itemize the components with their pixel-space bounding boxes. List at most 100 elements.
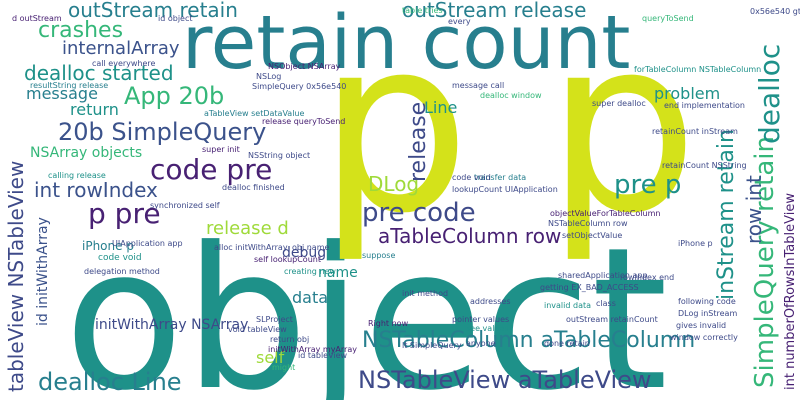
word: dealloc finished: [222, 183, 285, 192]
word: int numberOfRowsInTableView: [783, 193, 798, 390]
word: object: [64, 206, 668, 400]
word: code void: [98, 253, 142, 263]
word: outStream release: [402, 0, 587, 22]
word: getting EX_BAD_ACCESS: [540, 283, 639, 292]
word: retain count: [182, 0, 631, 86]
word: p: [318, 0, 471, 266]
word: iPhone p: [678, 239, 713, 248]
word: obj name: [292, 243, 330, 252]
word: lookupCount UIApplication: [452, 185, 558, 194]
word: tableView NSTableView: [4, 160, 28, 392]
word: pre code: [362, 198, 476, 228]
word: suppose: [362, 251, 396, 260]
word: invalid data: [544, 301, 592, 310]
word: NSString object: [248, 151, 311, 160]
word: SLProject: [256, 315, 293, 324]
word: pre p: [614, 170, 682, 200]
word: p: [546, 0, 699, 266]
word: dealloc window: [480, 91, 542, 100]
word: pointer values: [452, 315, 510, 324]
word: DLog inStream: [678, 309, 738, 318]
word: id initWithArray: [35, 217, 51, 326]
word: 20b SimpleQuery: [58, 118, 267, 146]
word: App 20b: [124, 82, 225, 110]
word: Line: [424, 98, 458, 117]
word: addresses: [470, 297, 511, 306]
word: retainCount NSString: [662, 161, 747, 170]
word: every: [448, 17, 471, 26]
word: DLog: [368, 172, 420, 196]
word: problem: [654, 84, 721, 103]
word: release: [406, 101, 431, 182]
word: self: [256, 348, 285, 367]
word: initWithArray myArray: [268, 345, 357, 354]
word: code void: [452, 173, 491, 182]
word: lt SimpleQuery: [402, 341, 462, 350]
word: internalArray: [62, 38, 180, 59]
word: rowIndex end: [620, 273, 675, 282]
word: objectValueForTableColumn: [550, 209, 661, 218]
word: NSObject NSArray: [268, 62, 341, 71]
word: call everywhere: [92, 59, 156, 68]
word: outStream retain: [68, 0, 238, 22]
word: message call: [452, 81, 505, 90]
word: d outStream: [12, 14, 62, 23]
word: alloc initWithArray: [214, 243, 288, 252]
word: inStream retain: [714, 129, 739, 300]
word: dealloc started: [24, 61, 174, 85]
word: queryToSend: [642, 14, 694, 23]
word: data: [292, 288, 329, 307]
word: delegation method: [84, 267, 160, 276]
word: release queryToSend: [262, 117, 346, 126]
word: gives invalid: [676, 321, 727, 330]
word: return obj: [270, 335, 310, 344]
word: return: [70, 100, 119, 119]
word: self lookupCount: [254, 255, 321, 264]
word: crashes: [38, 18, 124, 43]
word: id tableView: [298, 351, 348, 360]
word: following code: [678, 297, 736, 306]
word: creating new: [284, 267, 336, 276]
word: SimpleQuery 0x56e540: [252, 82, 347, 91]
word: window correctly: [670, 333, 738, 342]
word: SimpleQuery retain: [750, 135, 780, 388]
word: NSLog: [256, 72, 282, 81]
word: super dealloc: [592, 99, 646, 108]
word: NSTableColumn aTableColumn: [362, 328, 696, 353]
word: row int: [742, 175, 766, 244]
word: release d: [206, 218, 289, 239]
word: name: [318, 265, 358, 281]
word: table tries: [402, 6, 443, 15]
word: NSTableView aTableView: [358, 366, 652, 394]
word: sharedApplication app: [558, 271, 648, 280]
word: super init: [202, 145, 240, 154]
word: see values: [466, 324, 509, 333]
word: id object: [158, 14, 193, 23]
word: transfer data: [474, 173, 527, 182]
word: class: [596, 299, 616, 308]
word: synchronized self: [150, 201, 220, 210]
word: message: [26, 84, 98, 103]
word: setObjectValue: [562, 231, 623, 240]
word: NSArray objects: [30, 145, 143, 161]
word: done retain: [544, 339, 590, 348]
word: dealloc: [753, 43, 786, 144]
word: aTableView setDataValue: [204, 109, 305, 118]
word: retainCount inStream: [652, 127, 738, 136]
word: calling release: [48, 171, 106, 180]
word: code pre: [150, 153, 273, 186]
word: aTableColumn row: [378, 224, 562, 248]
word: NSTableColumn row: [548, 219, 628, 228]
word: outStream retainCount: [566, 315, 658, 324]
word: int rowIndex: [34, 178, 158, 202]
word: might: [272, 363, 296, 372]
word: end implementation: [664, 101, 745, 110]
word: void tableView: [228, 325, 287, 334]
word: debug: [282, 245, 327, 261]
word: iPhone p: [82, 239, 134, 253]
word: UIApplication app: [112, 239, 183, 248]
word: 0x56e540 gt: [750, 7, 800, 16]
word: init method: [402, 289, 449, 298]
word: initWithArray NSArray: [95, 317, 249, 333]
